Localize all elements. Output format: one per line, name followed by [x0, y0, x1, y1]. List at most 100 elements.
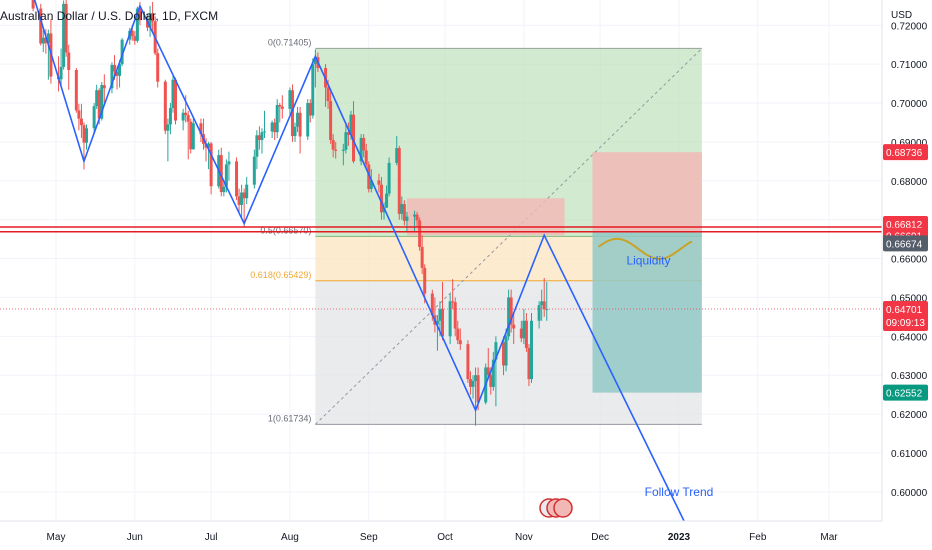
candle-body: [171, 79, 175, 109]
price-axis[interactable]: 0.720000.710000.700000.690000.680000.670…: [881, 0, 928, 521]
candle-body: [222, 186, 226, 193]
candle-body: [151, 13, 155, 22]
candle-body: [400, 204, 404, 214]
candle-body: [397, 148, 401, 214]
annotation-text: Follow Trend: [645, 485, 714, 499]
candle-body: [430, 293, 434, 316]
supply-zone: [406, 198, 565, 236]
y-tick-label: 0.68000: [891, 177, 928, 188]
candle-body: [453, 302, 457, 329]
candle-body: [415, 214, 419, 221]
candle-body: [275, 104, 279, 133]
candle-body: [133, 36, 137, 41]
y-tick-label: 0.65000: [891, 293, 928, 304]
candle-body: [82, 125, 86, 143]
x-tick-label: Aug: [281, 532, 299, 543]
y-tick-label: 0.72000: [891, 21, 928, 32]
candle-body: [349, 114, 353, 135]
y-tick-label: 0.63000: [891, 371, 928, 382]
candle-body: [423, 267, 427, 294]
candle-body: [184, 112, 188, 116]
candle-body: [77, 110, 81, 119]
candle-body: [240, 192, 244, 205]
last-price-tag: [883, 301, 928, 332]
price-tag-label: 0.68736: [886, 148, 923, 159]
candle-body: [204, 143, 208, 148]
candle-body: [189, 121, 193, 150]
candle-body: [405, 216, 409, 221]
flag-badge[interactable]: [539, 498, 573, 518]
chart-labels: Liquidity Follow Trend: [626, 254, 713, 499]
y-tick-label: 0.62000: [891, 410, 928, 421]
time-axis[interactable]: May Jun Jul Aug Sep Oct Nov Dec 2023 Feb Mar: [0, 520, 882, 543]
candle-body: [168, 108, 172, 125]
candle-body: [451, 301, 455, 303]
candle-body: [102, 85, 106, 89]
candle-body: [486, 367, 490, 376]
candle-body: [542, 301, 546, 310]
candle-body: [199, 123, 203, 135]
candle-body: [209, 143, 213, 187]
price-tag: [883, 384, 928, 401]
candle-body: [219, 155, 223, 193]
candle-body: [352, 114, 356, 162]
candle-body: [329, 101, 333, 140]
candle-body: [413, 214, 417, 217]
candle-body: [235, 161, 239, 197]
y-tick-label: 0.70000: [891, 99, 928, 110]
y-tick-label: 0.71000: [891, 60, 928, 71]
candle-body: [420, 246, 424, 268]
price-tag-label: 0.62552: [886, 389, 923, 400]
fib-level-label: 0(0.71405): [268, 37, 312, 47]
candle-body: [257, 135, 261, 140]
stop-loss-zone: [592, 152, 702, 233]
candle-body: [280, 106, 284, 109]
candle-body: [344, 132, 348, 150]
candle-body: [491, 359, 495, 387]
candle-body: [527, 347, 531, 380]
candle-body: [512, 324, 516, 329]
y-tick-label: 0.61000: [891, 449, 928, 460]
x-tick-label: Sep: [360, 532, 378, 543]
candle-body: [245, 184, 249, 199]
candle-body: [59, 66, 63, 80]
candle-body: [504, 336, 508, 366]
candle-body: [418, 220, 422, 247]
candle-body: [166, 124, 170, 131]
candle-body: [502, 342, 506, 366]
candle-body: [278, 104, 282, 107]
candle-body: [146, 20, 150, 28]
price-tag: [883, 235, 928, 252]
candle-body: [260, 132, 264, 140]
candle-body: [494, 342, 498, 360]
trend-path-line: [33, 0, 685, 522]
candle-body: [130, 30, 134, 37]
candle-body: [207, 143, 211, 148]
x-tick-label: Oct: [437, 532, 453, 543]
candle-body: [359, 138, 363, 162]
candle-body: [252, 156, 256, 185]
candle-body: [489, 375, 493, 387]
candle-body: [326, 87, 330, 102]
candle-body: [92, 106, 96, 129]
y-tick-label: 0.66000: [891, 255, 928, 266]
x-tick-label: May: [47, 532, 66, 543]
candle-body: [135, 8, 139, 41]
candle-body: [308, 103, 312, 116]
candle-body: [181, 112, 185, 121]
candle-body: [112, 64, 116, 72]
candle-body: [519, 328, 523, 339]
drawing-zones[interactable]: [406, 152, 702, 393]
candle-body: [293, 126, 297, 137]
price-tag-label: 0.66812: [886, 220, 923, 231]
candle-body: [44, 37, 48, 44]
candle-body: [379, 184, 383, 213]
candle-body: [62, 3, 66, 67]
candle-body: [115, 71, 119, 76]
candle-body: [31, 0, 35, 9]
flag-icon: [553, 498, 573, 518]
candle-body: [458, 340, 462, 345]
candle-body: [255, 135, 259, 157]
trend-drawings[interactable]: [0, 0, 882, 522]
